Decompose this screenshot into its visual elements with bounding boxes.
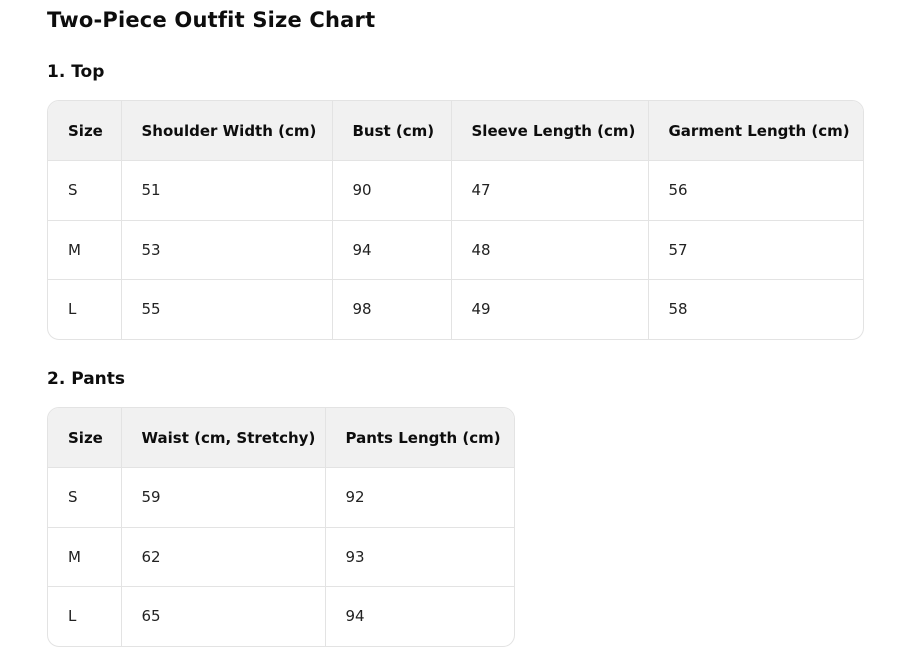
table-cell: M: [48, 526, 121, 587]
table-cell: 90: [331, 160, 451, 220]
table-cell: 57: [647, 219, 863, 280]
table-cell: 93: [324, 526, 514, 587]
table-cell: S: [48, 467, 121, 527]
page-title: Two-Piece Outfit Size Chart: [47, 8, 376, 32]
table-cell: S: [48, 160, 121, 220]
table-row: L 65 94: [48, 586, 514, 646]
table-cell: 59: [120, 467, 325, 527]
table-cell: 94: [331, 219, 451, 280]
table-row: S 59 92: [48, 467, 514, 527]
header-cell: Waist (cm, Stretchy): [120, 408, 325, 468]
header-cell: Shoulder Width (cm): [120, 101, 332, 161]
pants-heading: 2. Pants: [47, 369, 126, 389]
table-cell: 49: [450, 279, 648, 339]
header-cell: Bust (cm): [331, 101, 451, 161]
table-cell: 55: [120, 279, 332, 339]
header-cell: Sleeve Length (cm): [450, 101, 648, 161]
table-cell: 47: [450, 160, 648, 220]
table-cell: 92: [324, 467, 514, 527]
header-cell: Size: [48, 408, 121, 468]
table-row: M 53 94 48 57: [48, 219, 863, 280]
table-row: S 51 90 47 56: [48, 160, 863, 220]
table-cell: 51: [120, 160, 332, 220]
header-cell: Size: [48, 101, 121, 161]
table-cell: 94: [324, 586, 514, 646]
table-cell: 53: [120, 219, 332, 280]
table-cell: 56: [647, 160, 863, 220]
table-row: M 62 93: [48, 526, 514, 587]
table-header-row: Size Waist (cm, Stretchy) Pants Length (…: [48, 408, 514, 468]
table-cell: 98: [331, 279, 451, 339]
table-cell: 58: [647, 279, 863, 339]
table-cell: L: [48, 279, 121, 339]
header-cell: Garment Length (cm): [647, 101, 863, 161]
table-cell: L: [48, 586, 121, 646]
top-size-table: Size Shoulder Width (cm) Bust (cm) Sleev…: [47, 100, 864, 340]
table-cell: M: [48, 219, 121, 280]
table-cell: 48: [450, 219, 648, 280]
table-row: L 55 98 49 58: [48, 279, 863, 339]
pants-size-table: Size Waist (cm, Stretchy) Pants Length (…: [47, 407, 515, 647]
table-header-row: Size Shoulder Width (cm) Bust (cm) Sleev…: [48, 101, 863, 161]
table-cell: 62: [120, 526, 325, 587]
header-cell: Pants Length (cm): [324, 408, 514, 468]
top-heading: 1. Top: [47, 62, 105, 82]
table-cell: 65: [120, 586, 325, 646]
